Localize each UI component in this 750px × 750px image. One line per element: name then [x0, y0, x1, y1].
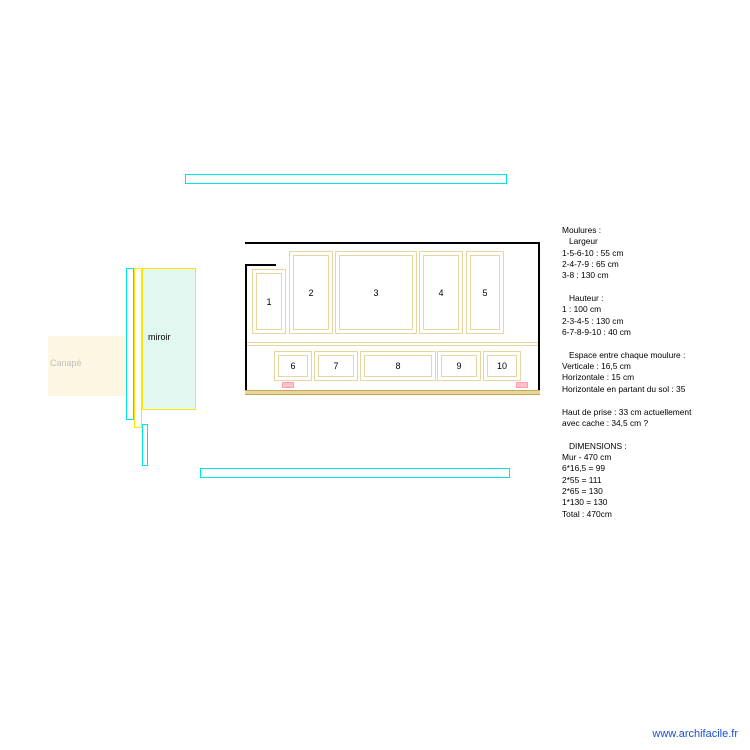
- mirror-frame-right: [142, 424, 148, 466]
- outlet-1: [282, 382, 294, 388]
- moulure-label-3: 3: [373, 288, 378, 298]
- mirror-frame-left: [126, 268, 134, 420]
- canape-label: Canapé: [50, 358, 82, 368]
- moulure-label-2: 2: [308, 288, 313, 298]
- footer-link[interactable]: www.archifacile.fr: [652, 728, 738, 740]
- wall-left-edge: [245, 264, 247, 392]
- cyan-bar-bottom: [200, 468, 510, 478]
- moulure-label-9: 9: [456, 361, 461, 371]
- moulure-label-8: 8: [395, 361, 400, 371]
- mirror-area: Canapé miroir: [68, 276, 188, 436]
- moulure-label-10: 10: [497, 361, 507, 371]
- moulure-label-1: 1: [266, 297, 271, 307]
- mirror-label: miroir: [148, 332, 171, 342]
- wall-bottom-edge: [245, 390, 540, 395]
- wall-midline: [247, 342, 538, 346]
- mirror-frame-yellow: [134, 268, 142, 428]
- outlet-2: [516, 382, 528, 388]
- moulure-label-7: 7: [333, 361, 338, 371]
- moulure-label-5: 5: [482, 288, 487, 298]
- moulure-label-6: 6: [290, 361, 295, 371]
- notes-text: Moulures : Largeur 1-5-6-10 : 55 cm 2-4-…: [562, 225, 742, 520]
- moulure-label-4: 4: [438, 288, 443, 298]
- cyan-bar-top: [185, 174, 507, 184]
